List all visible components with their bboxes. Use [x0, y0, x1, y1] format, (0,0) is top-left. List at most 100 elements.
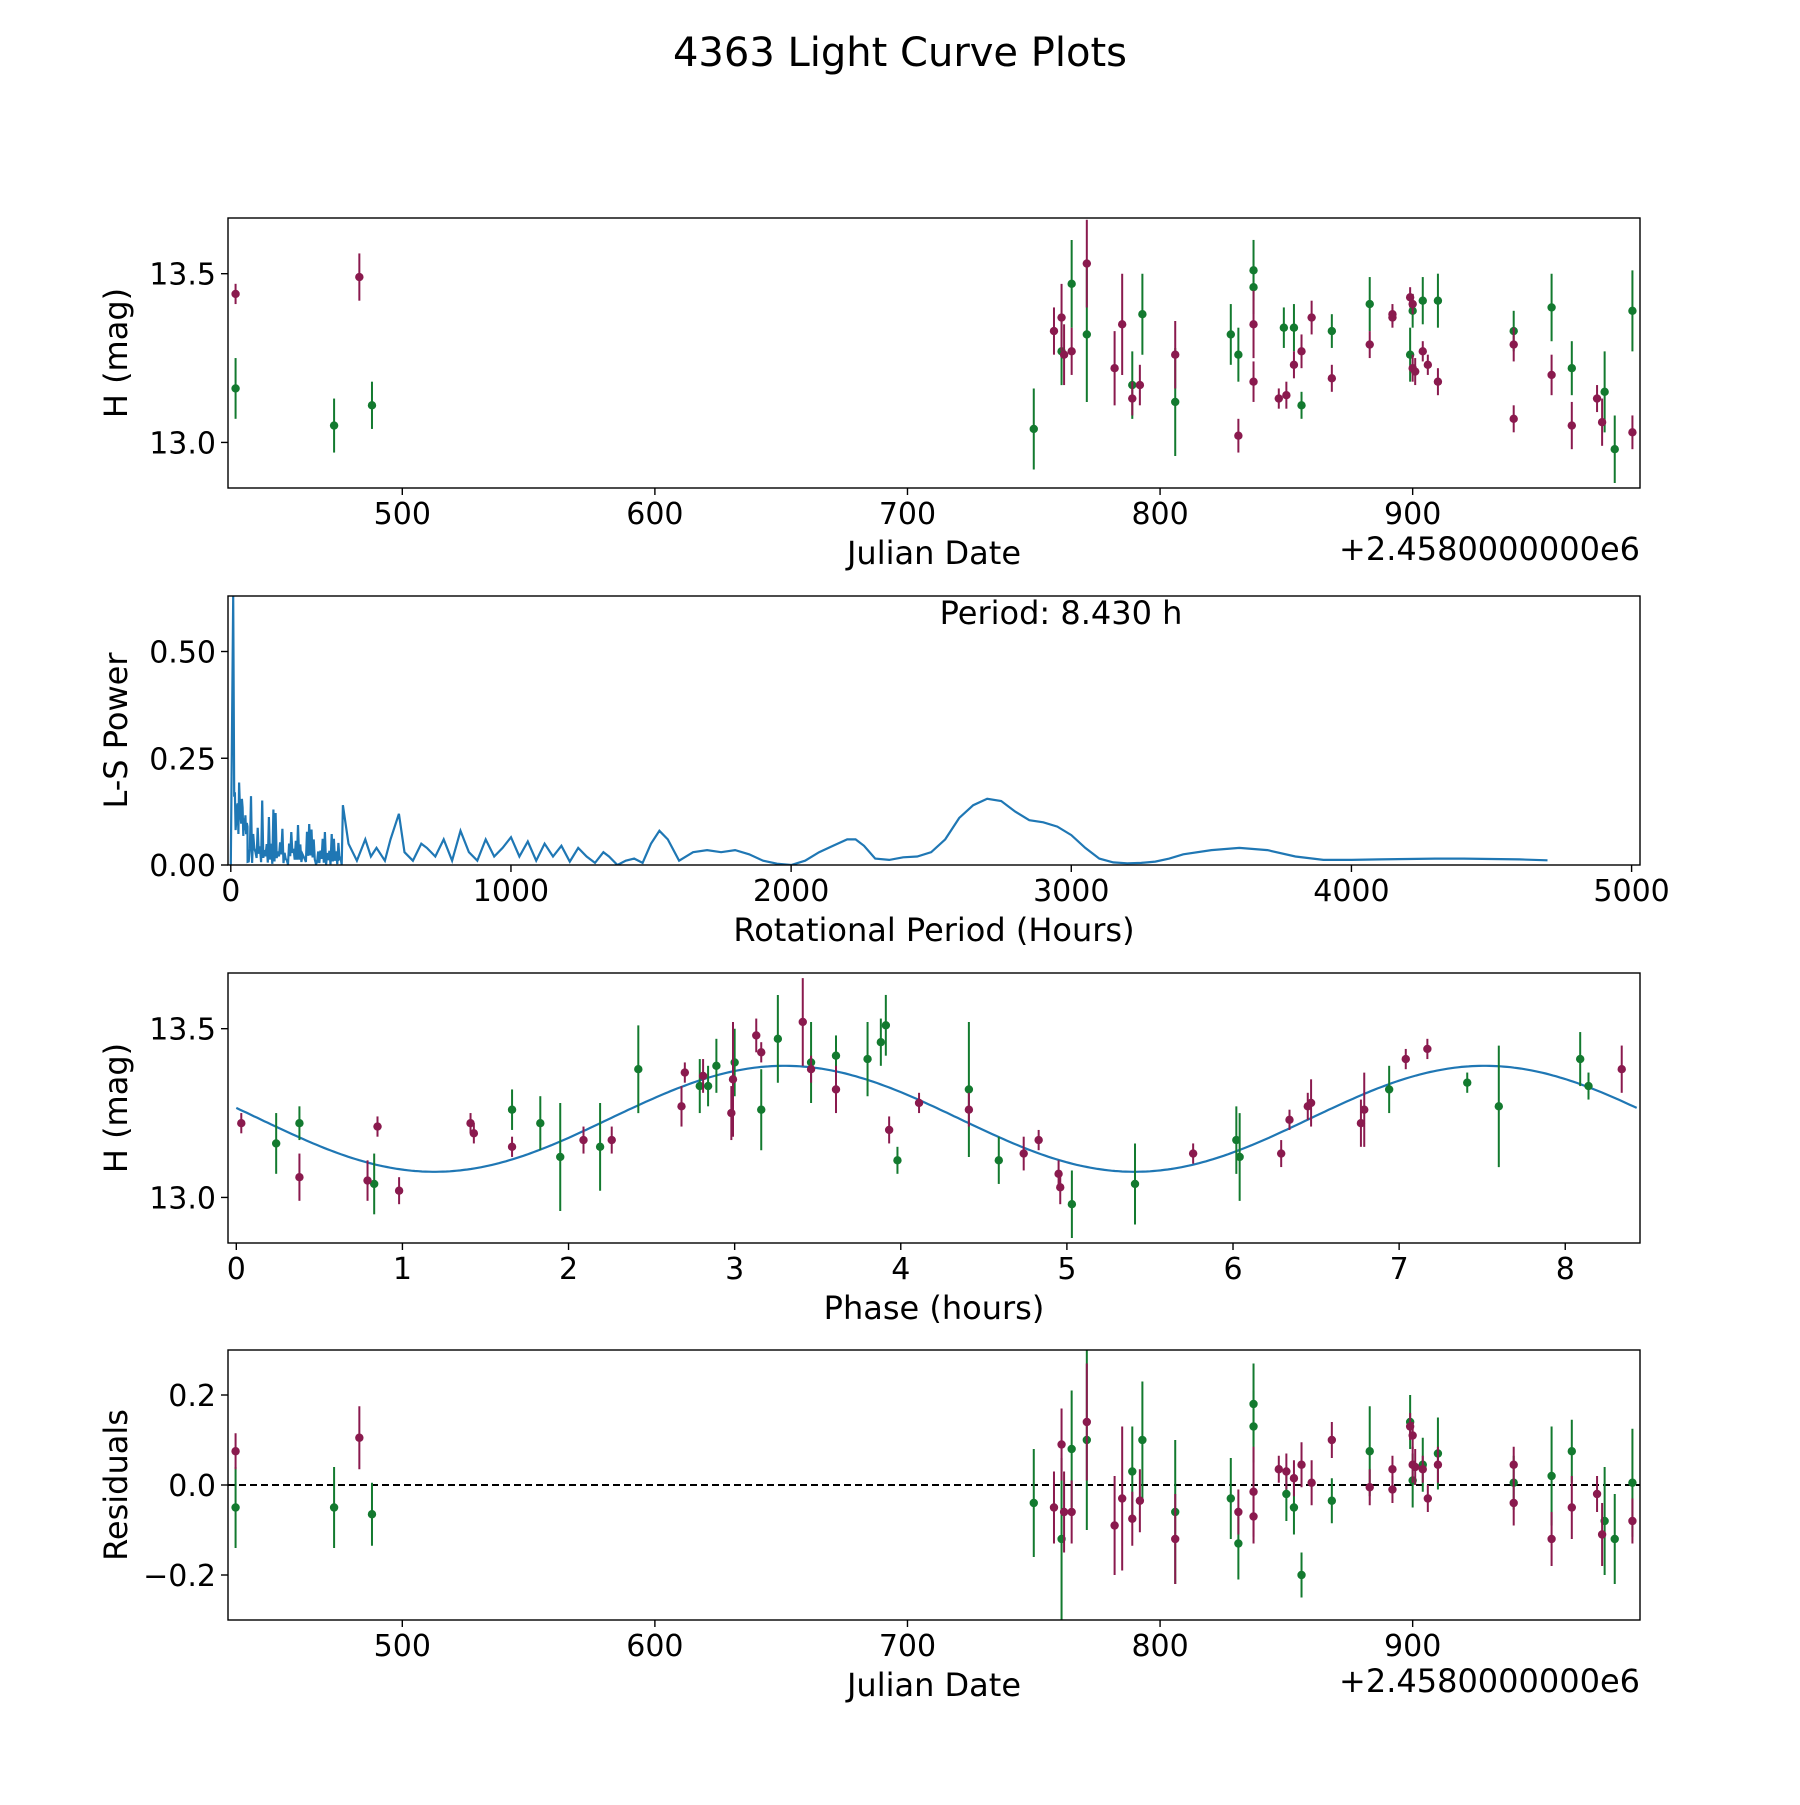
point-marker [237, 1118, 246, 1128]
x-tick-label: 800 [1131, 1629, 1188, 1664]
data-point [1388, 1476, 1397, 1503]
point-marker [1289, 360, 1299, 370]
point-marker [1423, 1494, 1433, 1503]
point-marker [1128, 1514, 1137, 1523]
data-point [1135, 364, 1145, 406]
data-point [1057, 283, 1066, 352]
point-marker [1110, 363, 1119, 373]
data-point [881, 994, 891, 1056]
x-tick-label: 7 [1390, 1252, 1409, 1287]
point-marker [876, 1037, 886, 1047]
point-marker [1171, 1534, 1180, 1544]
point-marker [1423, 360, 1433, 370]
point-marker [231, 289, 240, 299]
data-point [1307, 300, 1316, 335]
data-point [1057, 1408, 1066, 1481]
point-marker [1019, 1149, 1028, 1158]
data-point [1433, 273, 1443, 328]
point-marker [1360, 1105, 1369, 1114]
data-point [1049, 307, 1059, 355]
x-axis-label: Rotational Period (Hours) [733, 911, 1134, 949]
data-point [579, 1126, 588, 1154]
periodogram-line [229, 596, 1548, 865]
panel-periodogram: Period: 8.430 h 0 1000 2000 3000 4000 5000 0.00… [97, 594, 1670, 949]
data-point [1408, 1422, 1417, 1449]
data-point [1401, 1048, 1410, 1070]
data-point [1509, 1446, 1518, 1483]
data-point [1423, 1485, 1433, 1512]
point-marker [1433, 296, 1443, 305]
point-marker [893, 1156, 902, 1165]
data-point [1628, 1498, 1637, 1544]
data-point [1289, 1460, 1299, 1497]
data-point [1597, 1503, 1607, 1566]
point-marker [831, 1085, 841, 1094]
data-point [1360, 1072, 1369, 1147]
point-marker [1628, 1516, 1637, 1526]
point-marker [1610, 444, 1619, 454]
y-axis-label: H (mag) [97, 288, 135, 418]
data-point [1054, 1160, 1063, 1188]
point-marker [1463, 1078, 1472, 1087]
point-marker [1418, 347, 1427, 356]
point-marker [469, 1129, 479, 1138]
point-marker [1433, 1460, 1443, 1469]
point-marker [1356, 1118, 1366, 1128]
x-tick-label: 800 [1131, 497, 1188, 532]
data-point [1584, 1072, 1593, 1100]
data-point [1547, 273, 1556, 342]
data-point [1138, 1381, 1147, 1499]
point-marker [1628, 1478, 1637, 1487]
point-marker [1135, 380, 1145, 390]
data-point [773, 994, 783, 1083]
point-marker [964, 1105, 974, 1114]
data-point [1610, 415, 1619, 483]
data-point [1059, 1471, 1069, 1553]
point-marker [1509, 1498, 1518, 1508]
x-tick-label: 2000 [753, 874, 829, 909]
point-marker [1067, 1507, 1076, 1517]
data-point [1285, 1109, 1294, 1130]
x-tick-label: 700 [879, 1629, 936, 1664]
data-point [1274, 388, 1283, 409]
x-tick-label: 1000 [473, 874, 549, 909]
data-point [355, 253, 364, 301]
point-marker [1600, 387, 1609, 397]
x-tick-label: 2 [559, 1252, 578, 1287]
point-marker [1410, 1462, 1420, 1472]
y-tick-label: 0.2 [168, 1379, 216, 1414]
data-point [1418, 277, 1427, 325]
point-marker [1307, 1478, 1316, 1487]
data-point [1082, 219, 1092, 308]
data-point [367, 1482, 377, 1546]
data-point [1249, 290, 1258, 359]
data-point [1135, 1469, 1145, 1533]
point-marker [1289, 1474, 1299, 1483]
y-tick-label: 13.5 [149, 1013, 216, 1048]
data-point [634, 1025, 643, 1114]
data-point [1067, 1170, 1077, 1238]
data-point [1628, 415, 1637, 450]
point-marker [1274, 1465, 1283, 1474]
point-marker [607, 1135, 616, 1145]
y-tick-label: 13.0 [149, 426, 216, 461]
x-tick-label: 8 [1556, 1252, 1575, 1287]
point-marker [1418, 1465, 1427, 1474]
data-point [469, 1123, 479, 1144]
x-tick-label: 4 [891, 1252, 910, 1287]
point-marker [1057, 1440, 1066, 1449]
data-point [1610, 1494, 1619, 1584]
y-tick-label: 0.0 [168, 1469, 216, 1504]
point-marker [1547, 1534, 1556, 1544]
x-tick-label: 5 [1057, 1252, 1076, 1287]
data-point [1289, 304, 1299, 352]
point-marker [1289, 1503, 1299, 1512]
x-tick-label: 900 [1384, 497, 1441, 532]
data-point [1128, 381, 1137, 416]
point-marker [1423, 1044, 1432, 1054]
x-offset-text: +2.4580000000e6 [1339, 1662, 1640, 1700]
x-tick-label: 600 [626, 497, 683, 532]
data-point [1282, 381, 1291, 409]
